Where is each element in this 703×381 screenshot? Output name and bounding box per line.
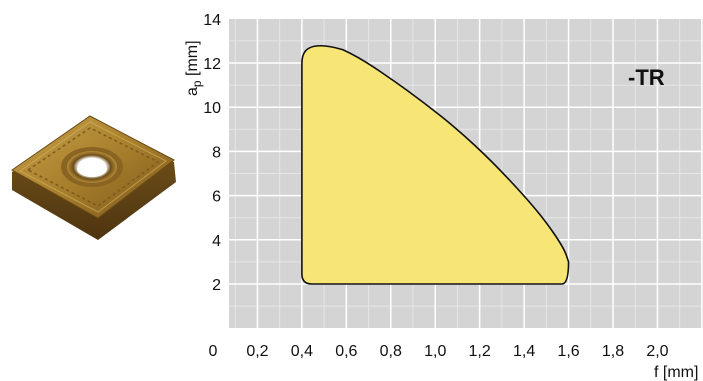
y-tick-label: 14 [203, 12, 221, 29]
x-tick-label: 1,4 [513, 343, 535, 360]
application-area [301, 45, 570, 285]
y-axis-title: ap [mm] [184, 40, 204, 96]
minor-gridlines [229, 19, 703, 328]
x-tick-labels: 0 0,2 0,4 0,6 0,8 1,0 1,2 1,4 1,6 1,8 2,0 [209, 343, 669, 360]
x-tick-label: 0,2 [246, 343, 268, 360]
y-tick-label: 12 [203, 56, 221, 73]
x-tick-label: 1,2 [469, 343, 491, 360]
y-tick-label: 2 [212, 277, 221, 294]
x-tick-label: 1,6 [557, 343, 579, 360]
x-tick-label: 2,0 [646, 343, 668, 360]
y-tick-label: 4 [212, 233, 221, 250]
y-tick-label: 8 [212, 144, 221, 161]
y-axis-title-unit: [mm] [184, 40, 201, 80]
x-tick-label: 1,0 [424, 343, 446, 360]
y-axis-title-subscript: p [190, 80, 204, 87]
y-axis-title-main: a [184, 87, 201, 96]
x-tick-label: 0,4 [291, 343, 313, 360]
x-tick-label: 0,8 [380, 343, 402, 360]
y-tick-labels: 2 4 6 8 10 12 14 [203, 12, 221, 294]
x-tick-label: 0 [209, 343, 218, 360]
series-label: -TR [628, 65, 665, 90]
y-tick-label: 10 [203, 100, 221, 117]
x-axis-title: f [mm] [654, 364, 698, 381]
square-cutting-insert-icon [11, 115, 176, 240]
x-tick-label: 0,6 [335, 343, 357, 360]
y-tick-label: 6 [212, 189, 221, 206]
x-tick-label: 1,8 [602, 343, 624, 360]
